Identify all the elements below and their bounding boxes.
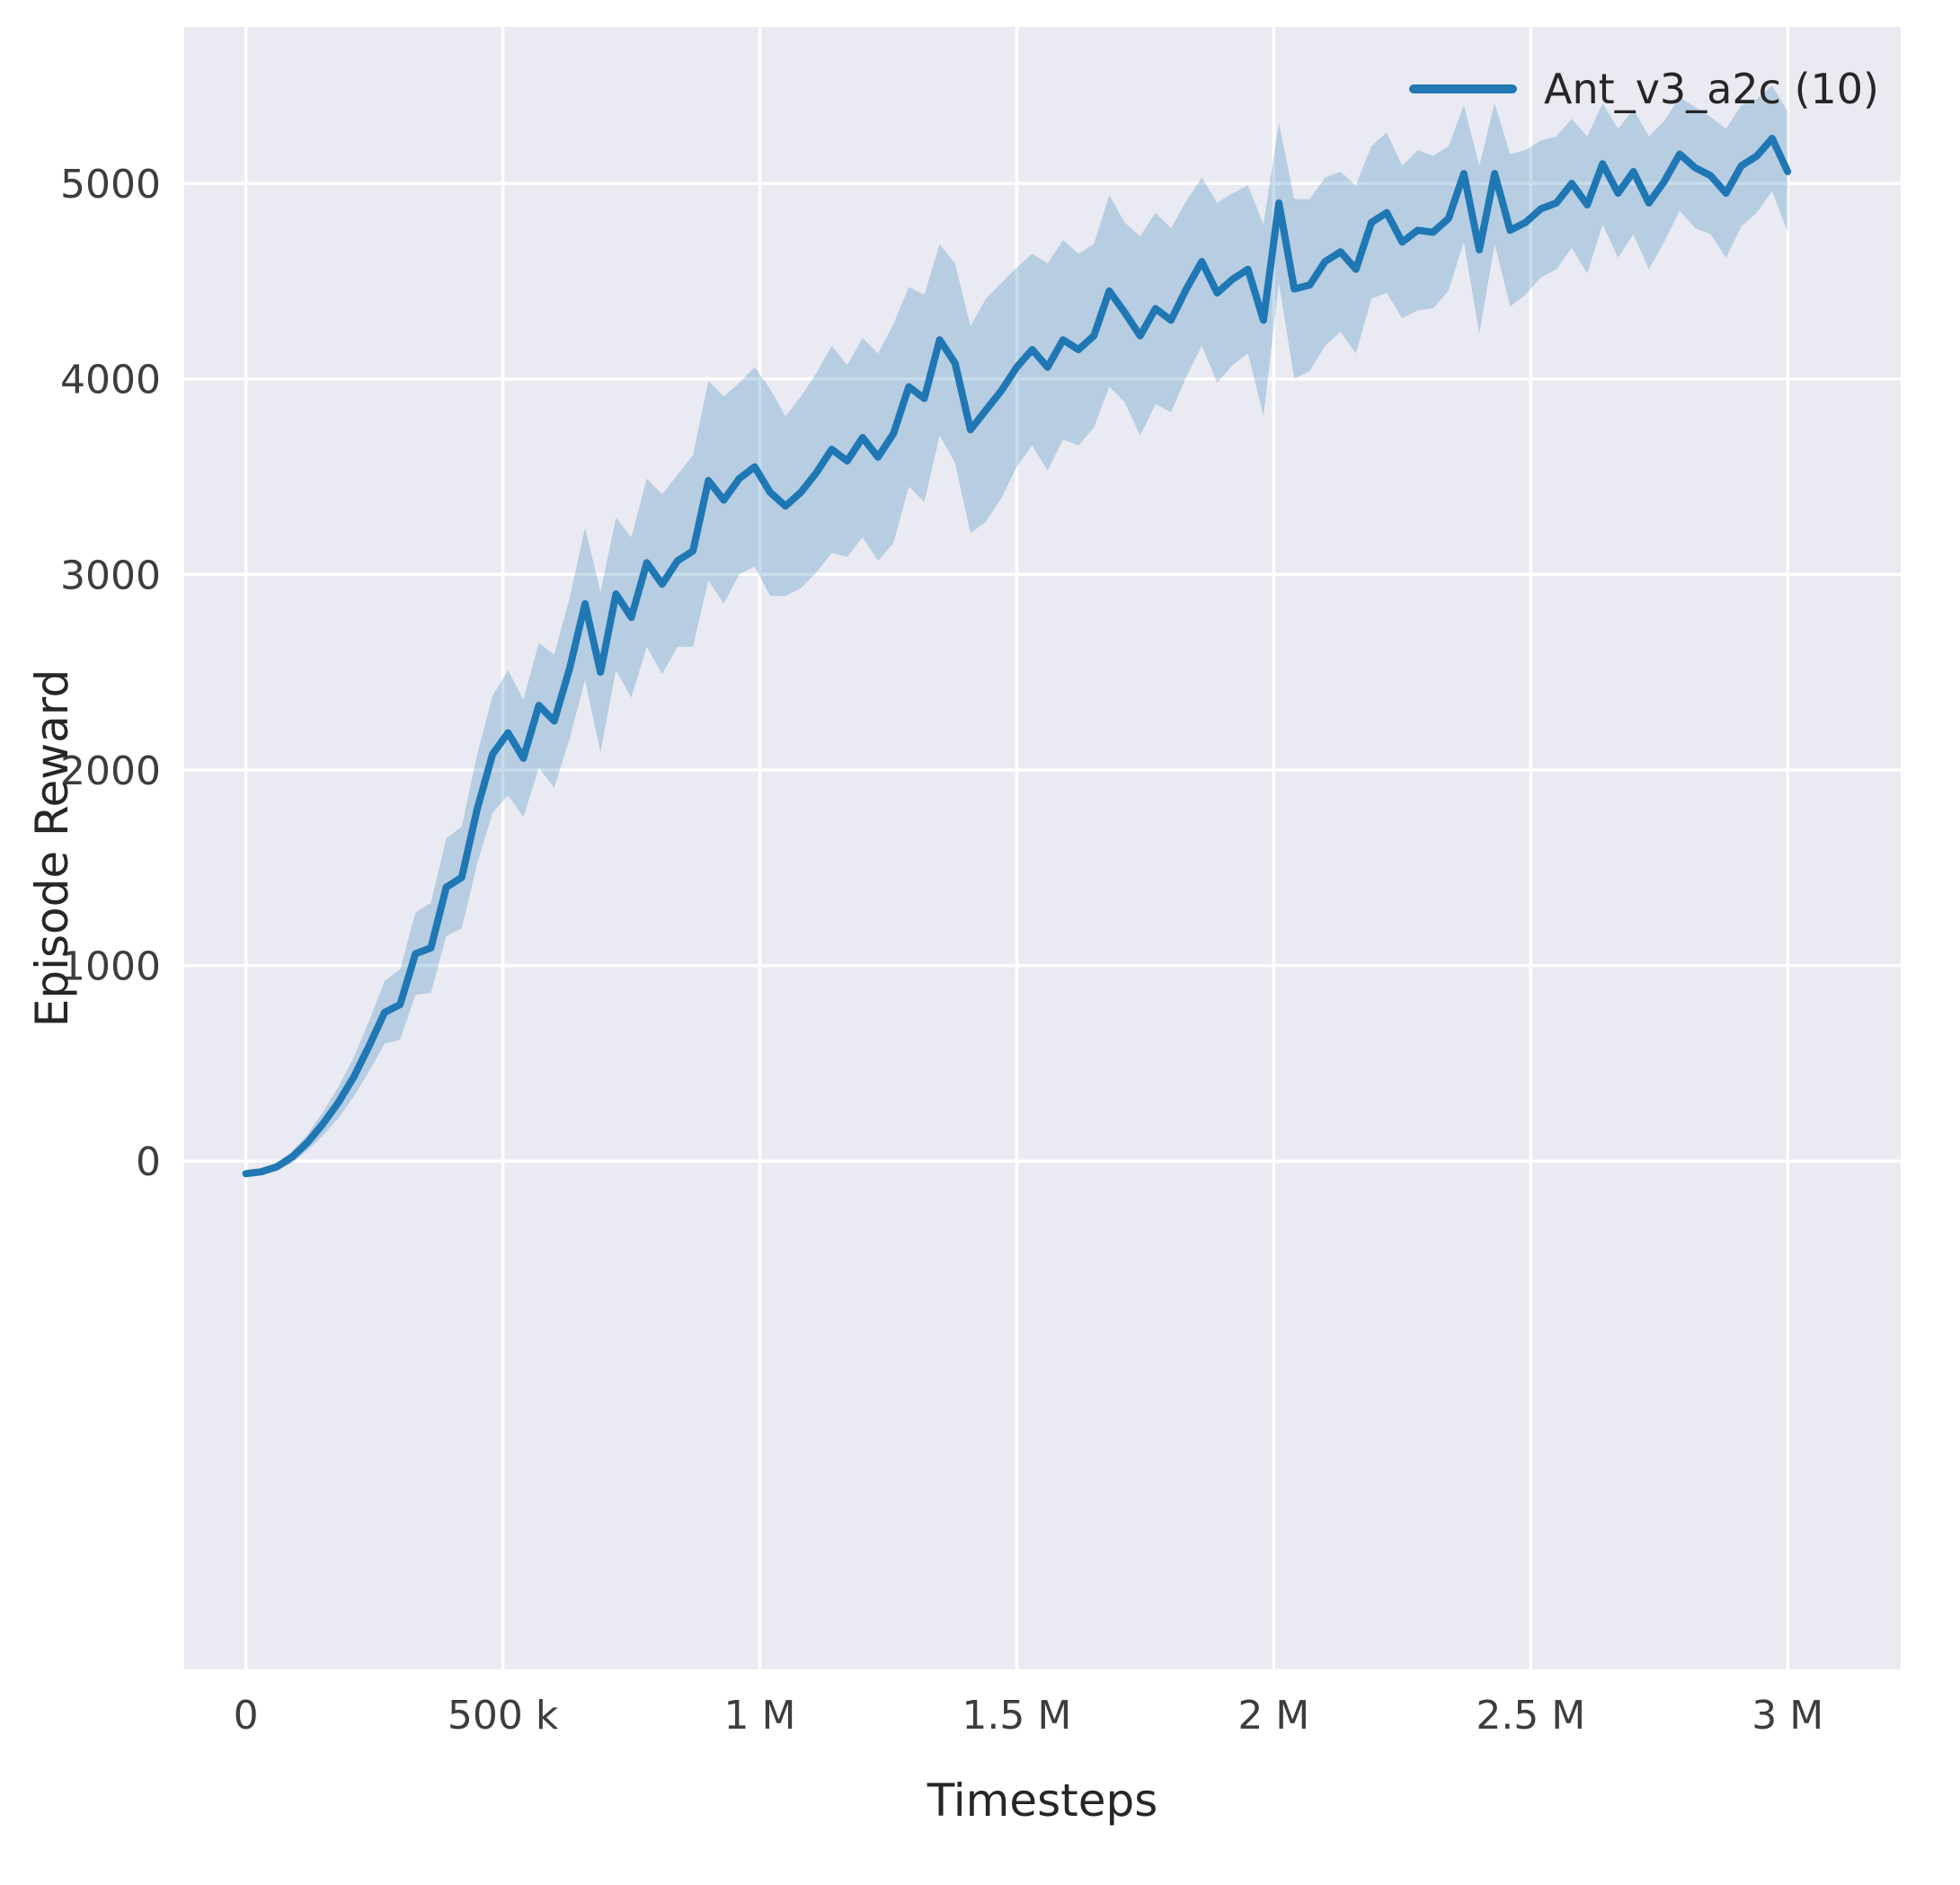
x-tick-label: 1 M xyxy=(724,1693,796,1739)
x-tick-label: 2 M xyxy=(1237,1693,1309,1739)
y-tick-label: 4000 xyxy=(60,358,161,403)
x-tick-label: 0 xyxy=(234,1693,259,1739)
y-tick-label: 3000 xyxy=(60,553,161,598)
x-tick-label: 3 M xyxy=(1752,1693,1823,1739)
legend-series-label: Ant_v3_a2c (10) xyxy=(1544,65,1879,113)
y-tick-label: 2000 xyxy=(60,748,161,794)
x-tick-label: 500 k xyxy=(448,1693,559,1739)
legend-line-swatch xyxy=(1409,84,1518,93)
y-axis-label: Episode Reward xyxy=(26,668,78,1028)
y-tick-label: 5000 xyxy=(60,162,161,208)
x-axis-label: Timesteps xyxy=(927,1774,1158,1827)
y-tick-label: 0 xyxy=(136,1139,161,1185)
x-tick-label: 1.5 M xyxy=(962,1693,1071,1739)
y-tick-label: 1000 xyxy=(60,944,161,990)
legend: Ant_v3_a2c (10) xyxy=(1409,65,1879,113)
x-tick-label: 2.5 M xyxy=(1476,1693,1585,1739)
